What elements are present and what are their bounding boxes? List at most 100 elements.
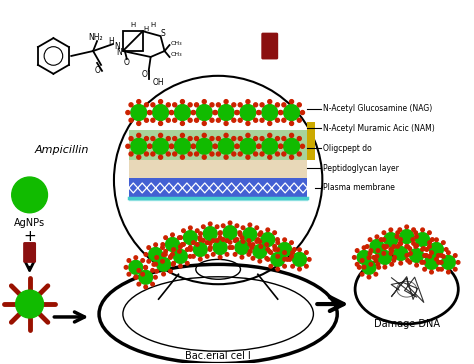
Circle shape xyxy=(260,103,264,107)
Circle shape xyxy=(435,238,438,242)
Circle shape xyxy=(191,144,195,148)
Circle shape xyxy=(437,254,440,257)
Circle shape xyxy=(196,138,212,154)
Circle shape xyxy=(398,228,401,232)
Circle shape xyxy=(395,235,399,238)
Circle shape xyxy=(375,254,379,258)
Circle shape xyxy=(428,241,431,244)
Circle shape xyxy=(188,118,192,122)
Circle shape xyxy=(394,246,408,260)
Circle shape xyxy=(218,138,234,154)
Circle shape xyxy=(405,254,409,257)
Circle shape xyxy=(255,240,258,243)
Circle shape xyxy=(232,152,236,156)
Circle shape xyxy=(213,111,217,115)
Circle shape xyxy=(437,261,440,264)
Circle shape xyxy=(390,262,393,266)
Circle shape xyxy=(258,260,262,263)
Bar xyxy=(129,160,308,178)
Circle shape xyxy=(185,261,189,265)
Circle shape xyxy=(189,245,192,249)
Circle shape xyxy=(127,272,131,276)
Circle shape xyxy=(162,253,165,256)
Circle shape xyxy=(188,136,192,141)
Circle shape xyxy=(308,258,311,261)
Circle shape xyxy=(257,111,261,115)
Text: AgNPs: AgNPs xyxy=(14,218,45,228)
Circle shape xyxy=(198,236,202,240)
Circle shape xyxy=(269,251,273,254)
Circle shape xyxy=(203,227,217,241)
Circle shape xyxy=(425,256,438,269)
Circle shape xyxy=(232,118,236,122)
Circle shape xyxy=(415,264,419,267)
Circle shape xyxy=(251,243,255,246)
Circle shape xyxy=(172,262,175,266)
Circle shape xyxy=(216,136,220,141)
Circle shape xyxy=(137,155,141,159)
Circle shape xyxy=(412,242,415,245)
Circle shape xyxy=(149,248,163,261)
Circle shape xyxy=(279,111,283,115)
Circle shape xyxy=(232,103,236,107)
Circle shape xyxy=(385,245,388,248)
Circle shape xyxy=(134,276,138,279)
Circle shape xyxy=(430,270,433,274)
Circle shape xyxy=(439,261,443,264)
Circle shape xyxy=(173,103,177,107)
Circle shape xyxy=(445,248,448,251)
Circle shape xyxy=(411,238,415,241)
Circle shape xyxy=(181,100,184,104)
Text: H: H xyxy=(150,22,155,28)
Circle shape xyxy=(221,238,225,241)
Circle shape xyxy=(238,118,242,122)
Circle shape xyxy=(282,152,286,156)
Circle shape xyxy=(425,254,428,257)
Circle shape xyxy=(442,241,445,244)
Circle shape xyxy=(181,133,184,137)
Circle shape xyxy=(153,104,169,120)
Circle shape xyxy=(12,177,47,213)
Circle shape xyxy=(360,272,364,276)
Circle shape xyxy=(246,133,250,137)
Circle shape xyxy=(182,229,185,233)
Circle shape xyxy=(372,256,375,259)
Circle shape xyxy=(225,253,229,256)
Circle shape xyxy=(151,152,155,156)
Circle shape xyxy=(213,111,217,115)
Circle shape xyxy=(246,100,250,104)
Circle shape xyxy=(144,253,148,256)
Circle shape xyxy=(383,246,387,249)
Circle shape xyxy=(375,235,379,238)
Circle shape xyxy=(250,246,254,249)
Circle shape xyxy=(410,249,424,262)
Circle shape xyxy=(416,233,429,246)
Text: H: H xyxy=(108,37,114,46)
Circle shape xyxy=(172,248,175,251)
Circle shape xyxy=(129,260,143,274)
Circle shape xyxy=(159,122,163,126)
Text: Peptidoglycan layer: Peptidoglycan layer xyxy=(323,163,399,173)
Circle shape xyxy=(288,258,292,261)
Circle shape xyxy=(292,253,307,266)
Circle shape xyxy=(283,257,286,261)
Circle shape xyxy=(193,242,207,256)
Circle shape xyxy=(164,253,167,256)
Circle shape xyxy=(273,245,276,248)
Circle shape xyxy=(230,246,234,249)
Circle shape xyxy=(240,104,256,120)
Circle shape xyxy=(233,253,237,256)
Circle shape xyxy=(254,136,258,141)
Circle shape xyxy=(179,245,182,249)
Circle shape xyxy=(275,152,280,156)
Circle shape xyxy=(442,254,445,258)
Circle shape xyxy=(253,245,267,258)
Circle shape xyxy=(208,248,212,251)
Circle shape xyxy=(139,270,153,284)
Circle shape xyxy=(129,103,133,107)
Circle shape xyxy=(205,254,209,258)
Circle shape xyxy=(129,118,133,122)
Circle shape xyxy=(224,155,228,159)
Text: NH₂: NH₂ xyxy=(88,33,102,41)
Circle shape xyxy=(248,223,252,227)
